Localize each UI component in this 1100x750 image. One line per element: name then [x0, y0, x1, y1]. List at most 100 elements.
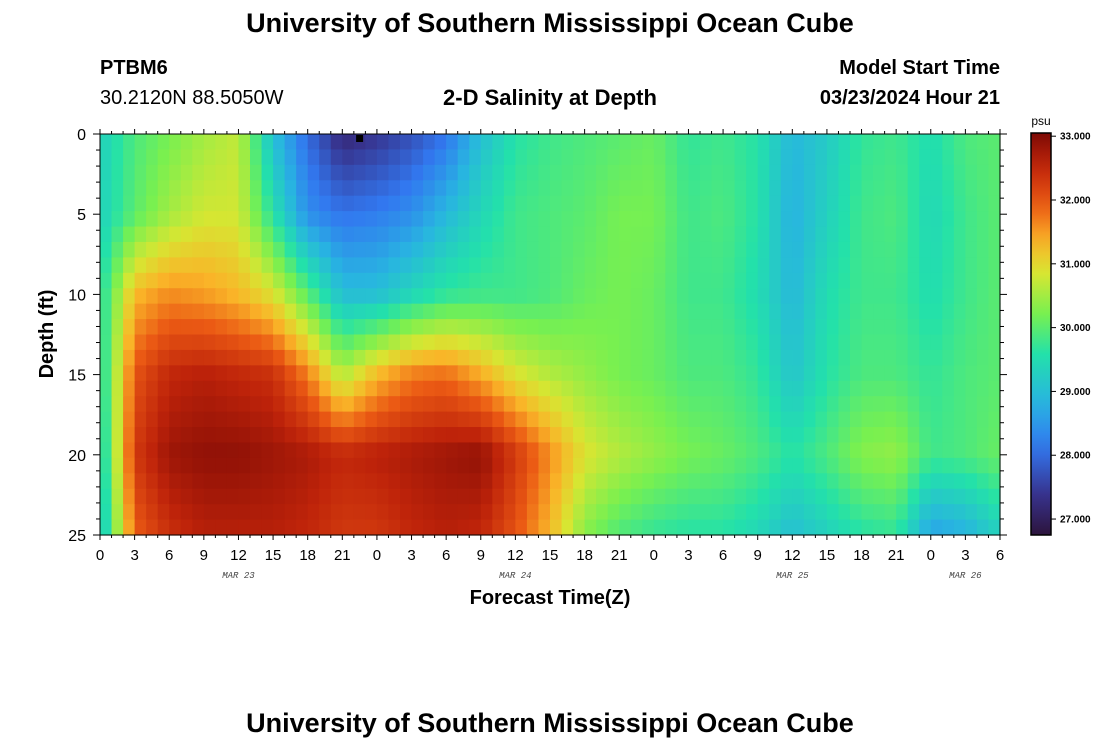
heatmap-cell: [803, 303, 816, 320]
heatmap-cell: [423, 427, 436, 444]
heatmap-cell: [503, 241, 516, 258]
heatmap-cell: [215, 241, 228, 258]
heatmap-cell: [642, 149, 655, 166]
heatmap-cell: [665, 149, 678, 166]
heatmap-cell: [203, 303, 216, 320]
heatmap-cell: [203, 164, 216, 181]
heatmap-cell: [503, 427, 516, 444]
heatmap-cell: [203, 380, 216, 397]
heatmap-cell: [676, 519, 690, 536]
heatmap-cell: [100, 241, 113, 258]
heatmap-cell: [526, 411, 540, 428]
heatmap-cell: [538, 349, 551, 366]
heatmap-cell: [803, 349, 816, 366]
heatmap-cell: [192, 442, 205, 459]
heatmap-cell: [988, 195, 1001, 212]
heatmap-cell: [492, 411, 505, 428]
heatmap-cell: [642, 241, 655, 258]
heatmap-cell: [826, 504, 840, 521]
heatmap-cell: [930, 257, 943, 274]
heatmap-cell: [850, 334, 863, 351]
heatmap-cell: [515, 349, 528, 366]
heatmap-cell: [376, 134, 390, 151]
heatmap-cell: [930, 211, 943, 228]
heatmap-cell: [400, 134, 413, 151]
heatmap-cell: [180, 226, 193, 243]
heatmap-cell: [515, 457, 528, 474]
heatmap-cell: [919, 504, 932, 521]
heatmap-cell: [353, 442, 366, 459]
heatmap-cell: [226, 288, 240, 305]
heatmap-cell: [226, 257, 240, 274]
heatmap-cell: [884, 396, 897, 413]
heatmap-cell: [134, 396, 147, 413]
heatmap-cell: [353, 272, 366, 289]
heatmap-cell: [942, 442, 955, 459]
heatmap-cell: [642, 380, 655, 397]
heatmap-cell: [607, 180, 620, 197]
heatmap-cell: [296, 195, 309, 212]
heatmap-cell: [838, 457, 851, 474]
heatmap-cell: [423, 288, 436, 305]
heatmap-cell: [273, 411, 286, 428]
heatmap-cell: [146, 442, 159, 459]
heatmap-cell: [607, 396, 620, 413]
heatmap-cell: [515, 365, 528, 382]
x-tick-label: 9: [754, 547, 762, 564]
heatmap-cell: [953, 473, 966, 490]
heatmap-cell: [630, 380, 643, 397]
heatmap-cell: [180, 134, 193, 151]
heatmap-cell: [342, 319, 355, 336]
heatmap-cell: [146, 473, 159, 490]
heatmap-cell: [123, 319, 136, 336]
heatmap-cell: [123, 334, 136, 351]
heatmap-cell: [342, 164, 355, 181]
heatmap-cell: [457, 134, 470, 151]
heatmap-cell: [469, 211, 482, 228]
heatmap-cell: [584, 303, 597, 320]
heatmap-cell: [446, 241, 459, 258]
heatmap-cell: [965, 411, 978, 428]
heatmap-cell: [861, 365, 874, 382]
heatmap-cell: [896, 473, 909, 490]
heatmap-cell: [250, 180, 263, 197]
heatmap-cell: [342, 334, 355, 351]
axis-ticks: [93, 129, 1007, 540]
heatmap-cell: [411, 457, 424, 474]
heatmap-cell: [319, 319, 332, 336]
heatmap-cell: [942, 380, 955, 397]
heatmap-cell: [423, 457, 436, 474]
heatmap-cell: [896, 180, 909, 197]
heatmap-cell: [250, 134, 263, 151]
heatmap-cell: [953, 288, 966, 305]
heatmap-cell: [215, 257, 228, 274]
heatmap-cell: [526, 134, 540, 151]
heatmap-cell: [261, 211, 274, 228]
heatmap-cell: [688, 149, 701, 166]
heatmap-cell: [942, 473, 955, 490]
heatmap-cell: [226, 365, 240, 382]
y-tick-label: 5: [77, 207, 86, 224]
heatmap-cell: [169, 380, 182, 397]
date-label: MAR 23: [222, 571, 255, 581]
heatmap-cell: [803, 272, 816, 289]
heatmap-cell: [411, 411, 424, 428]
heatmap-cell: [538, 288, 551, 305]
heatmap-cell: [700, 303, 713, 320]
heatmap-cell: [134, 134, 147, 151]
heatmap-cell: [607, 257, 620, 274]
heatmap-cell: [273, 349, 286, 366]
heatmap-cell: [711, 257, 724, 274]
heatmap-cell: [457, 164, 470, 181]
heatmap-cell: [642, 303, 655, 320]
heatmap-cell: [538, 396, 551, 413]
heatmap-cell: [653, 272, 666, 289]
heatmap-cell: [503, 226, 516, 243]
heatmap-cell: [780, 211, 793, 228]
heatmap-cell: [711, 473, 724, 490]
heatmap-cell: [388, 334, 401, 351]
heatmap-cell: [965, 396, 978, 413]
heatmap-cell: [711, 442, 724, 459]
heatmap-cell: [676, 334, 690, 351]
heatmap-cell: [526, 149, 540, 166]
